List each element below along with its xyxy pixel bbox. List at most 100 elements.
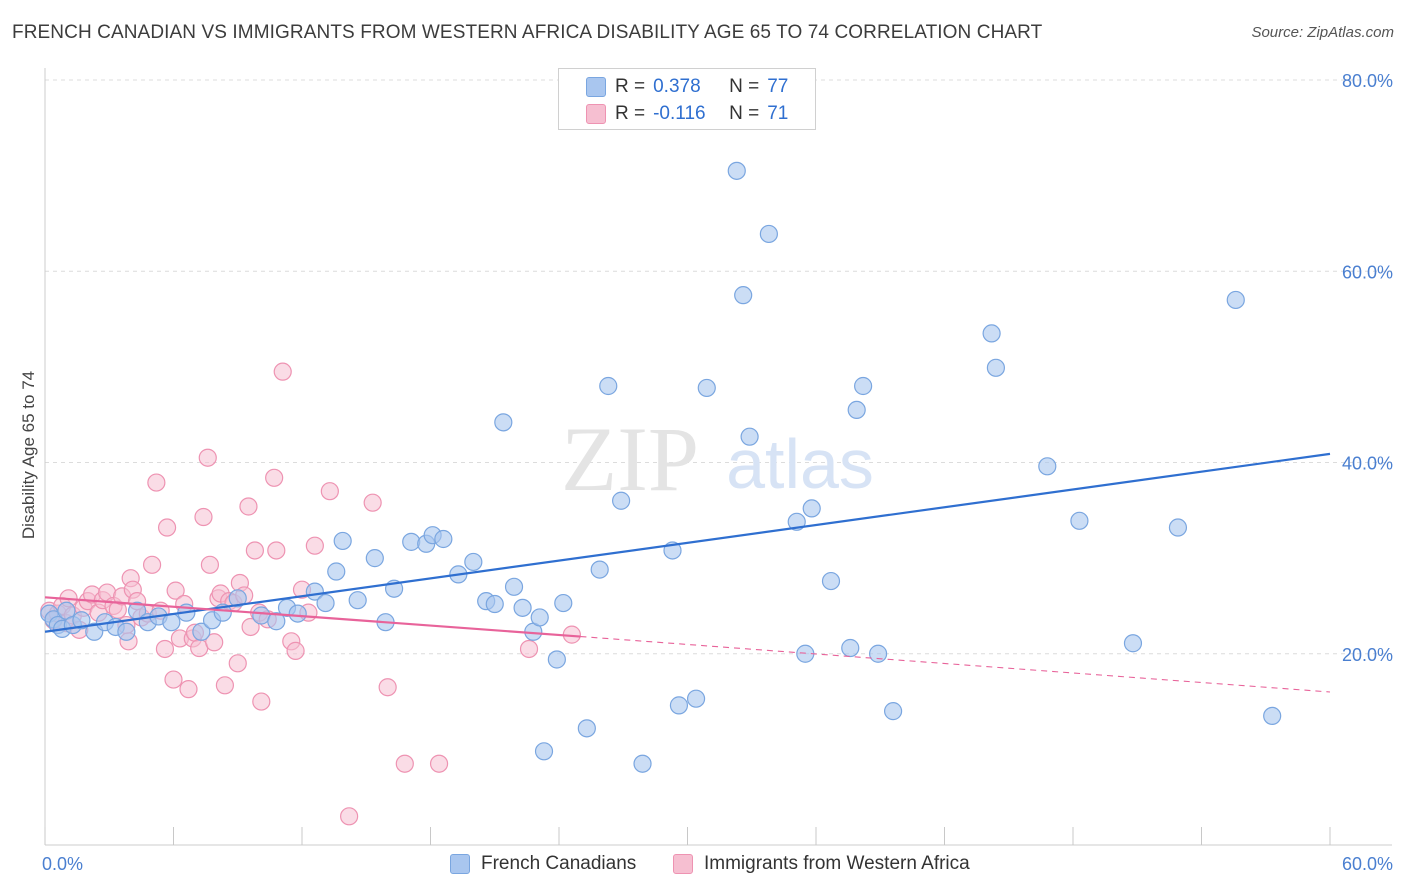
data-point-western-africa [241, 617, 260, 637]
data-point-french-canadians [883, 702, 903, 721]
data-point-french-canadians [802, 499, 821, 518]
data-point-french-canadians [534, 742, 554, 761]
data-point-french-canadians [1038, 457, 1057, 476]
data-point-french-canadians [633, 754, 652, 773]
data-point-french-canadians [192, 622, 211, 641]
data-point-french-canadians [821, 571, 841, 591]
legend-item-western-africa: Immigrants from Western Africa [673, 852, 970, 876]
data-point-french-canadians [464, 552, 483, 572]
data-point-french-canadians [402, 532, 421, 551]
data-point-french-canadians [547, 650, 566, 669]
data-point-french-canadians [530, 608, 549, 627]
data-point-french-canadians [577, 719, 596, 738]
series-french-canadians-points [40, 161, 1282, 773]
source-label: Source: ZipAtlas.com [1251, 24, 1394, 41]
data-point-french-canadians [494, 413, 513, 432]
data-point-western-africa [265, 468, 284, 487]
data-point-western-africa [179, 680, 198, 699]
data-point-western-africa [239, 497, 258, 516]
data-point-french-canadians [554, 593, 573, 613]
data-point-french-canadians [847, 400, 866, 420]
data-point-western-africa [215, 676, 234, 695]
data-point-french-canadians [117, 622, 136, 641]
data-point-french-canadians [854, 376, 873, 396]
data-point-western-africa [395, 754, 414, 773]
tick-labels: 20.0% 40.0% 60.0% 80.0% 0.0% 60.0% [42, 71, 1393, 874]
data-point-french-canadians [599, 376, 618, 396]
data-point-french-canadians [288, 604, 307, 623]
correlation-legend: R = 0.378 N = 77 R = -0.116 N = 71 [558, 68, 816, 130]
data-point-french-canadians [759, 224, 778, 244]
legend-swatch-pink [586, 104, 606, 124]
data-point-french-canadians [686, 689, 706, 708]
legend-label: Immigrants from Western Africa [704, 853, 970, 874]
data-point-western-africa [320, 482, 339, 501]
data-point-french-canadians [316, 593, 335, 613]
data-point-french-canadians [734, 286, 753, 305]
data-point-french-canadians [327, 562, 346, 581]
legend-row-french-canadians: R = 0.378 N = 77 [586, 75, 789, 99]
data-point-western-africa [164, 670, 183, 689]
legend-swatch-blue [450, 854, 470, 874]
data-point-french-canadians [348, 591, 367, 610]
chart-title: FRENCH CANADIAN VS IMMIGRANTS FROM WESTE… [12, 22, 1043, 43]
x-tick-label: 60.0% [1342, 854, 1393, 874]
legend-swatch-blue [586, 77, 606, 97]
data-point-french-canadians [982, 324, 1001, 343]
axes [44, 68, 1392, 846]
legend-row-western-africa: R = -0.116 N = 71 [586, 102, 789, 126]
legend-item-french-canadians: French Canadians [450, 852, 636, 876]
data-point-french-canadians [72, 611, 91, 630]
data-point-western-africa [252, 692, 271, 711]
data-point-french-canadians [669, 696, 689, 715]
data-point-french-canadians [590, 560, 609, 579]
data-point-french-canadians [1123, 634, 1143, 653]
data-point-french-canadians [612, 491, 631, 510]
data-point-french-canadians [697, 378, 716, 398]
data-point-french-canadians [162, 613, 181, 632]
data-point-western-africa [228, 654, 247, 673]
data-point-french-canadians [740, 427, 759, 446]
data-point-french-canadians [1226, 290, 1245, 310]
data-point-western-africa [519, 639, 539, 659]
data-point-french-canadians [365, 549, 384, 568]
data-point-french-canadians [727, 161, 746, 180]
data-point-french-canadians [513, 598, 532, 617]
legend-n-value: 71 [767, 103, 789, 124]
y-tick-label: 80.0% [1342, 71, 1393, 91]
y-axis-title: Disability Age 65 to 74 [19, 371, 38, 539]
trend-lines [44, 452, 1331, 693]
legend-n-label: N = [729, 76, 760, 97]
legend-n-label: N = [729, 103, 760, 124]
data-point-western-africa [205, 633, 224, 652]
trendline-western-africa [44, 596, 581, 638]
data-point-french-canadians [333, 531, 352, 551]
data-point-french-canadians [841, 638, 860, 658]
data-point-french-canadians [986, 358, 1006, 377]
data-point-french-canadians [1168, 518, 1188, 537]
data-point-western-africa [147, 473, 166, 492]
y-tick-label: 60.0% [1342, 262, 1393, 282]
data-point-french-canadians [869, 644, 888, 663]
data-point-western-africa [267, 541, 286, 560]
y-tick-label: 20.0% [1342, 645, 1393, 665]
data-point-western-africa [305, 536, 324, 555]
trendline-french-canadians [44, 452, 1331, 633]
legend-r-label: R = [615, 103, 646, 124]
data-point-french-canadians [267, 612, 286, 631]
data-point-french-canadians [1263, 706, 1282, 726]
x-tick-label: 0.0% [42, 854, 83, 874]
data-point-french-canadians [504, 577, 524, 596]
legend-r-label: R = [615, 76, 646, 97]
data-point-western-africa [200, 555, 220, 574]
legend-r-value: -0.116 [653, 103, 706, 124]
data-point-western-africa [286, 641, 305, 660]
data-point-western-africa [166, 581, 185, 600]
legend-n-value: 77 [767, 76, 789, 97]
legend-swatch-pink [673, 854, 693, 874]
grid [45, 79, 1392, 655]
data-point-french-canadians [485, 594, 504, 614]
trendline-western-africa-extension [580, 635, 1331, 693]
legend-label: French Canadians [481, 853, 637, 874]
